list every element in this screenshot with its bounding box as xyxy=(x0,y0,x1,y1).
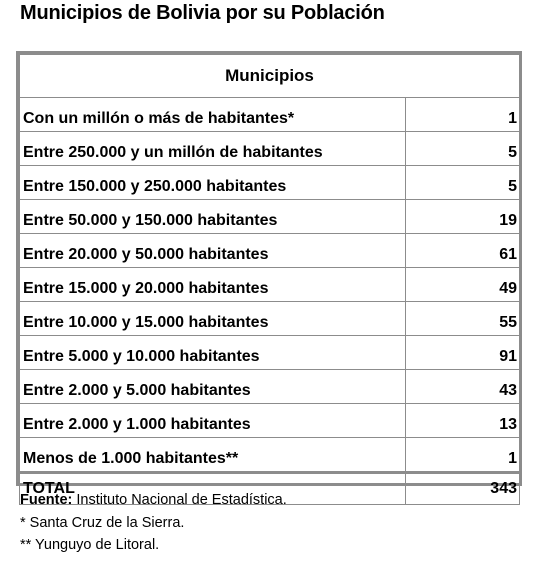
row-label: Entre 10.000 y 15.000 habitantes xyxy=(19,301,406,336)
row-count: 19 xyxy=(405,199,520,234)
row-count: 1 xyxy=(405,97,520,132)
row-label: Entre 20.000 y 50.000 habitantes xyxy=(19,233,406,268)
row-label: Entre 15.000 y 20.000 habitantes xyxy=(19,267,406,302)
row-label: Entre 2.000 y 5.000 habitantes xyxy=(19,369,406,404)
table-row: Con un millón o más de habitantes* 1 xyxy=(19,97,520,132)
table-row: Entre 5.000 y 10.000 habitantes 91 xyxy=(19,335,520,370)
source-label: Fuente: xyxy=(20,492,73,508)
row-label: Entre 250.000 y un millón de habitantes xyxy=(19,131,406,166)
row-count: 1 xyxy=(405,437,520,473)
table-row: Entre 150.000 y 250.000 habitantes 5 xyxy=(19,165,520,200)
source-text: Instituto Nacional de Estadística. xyxy=(76,492,287,508)
table-row: Menos de 1.000 habitantes** 1 xyxy=(19,437,520,473)
table-row: Entre 15.000 y 20.000 habitantes 49 xyxy=(19,267,520,302)
row-label: Entre 50.000 y 150.000 habitantes xyxy=(19,199,406,234)
table-row: Entre 10.000 y 15.000 habitantes 55 xyxy=(19,301,520,336)
municipalities-table-frame: Municipios Con un millón o más de habita… xyxy=(16,51,522,505)
table-header: Municipios xyxy=(19,54,520,98)
table-row: Entre 50.000 y 150.000 habitantes 19 xyxy=(19,199,520,234)
footnote-1: * Santa Cruz de la Sierra. xyxy=(20,514,185,531)
row-label: Menos de 1.000 habitantes** xyxy=(19,437,406,473)
row-label: Entre 2.000 y 1.000 habitantes xyxy=(19,403,406,438)
total-label: TOTAL xyxy=(19,471,406,505)
row-count: 5 xyxy=(405,131,520,166)
table-row: Entre 20.000 y 50.000 habitantes 61 xyxy=(19,233,520,268)
row-label: Con un millón o más de habitantes* xyxy=(19,97,406,132)
footnotes: Fuente: Instituto Nacional de Estadístic… xyxy=(20,489,287,557)
row-count: 91 xyxy=(405,335,520,370)
row-count: 43 xyxy=(405,369,520,404)
source-note: Fuente: Instituto Nacional de Estadístic… xyxy=(20,489,287,512)
footnote-2: ** Yunguyo de Litoral. xyxy=(20,537,160,553)
table-row: Entre 250.000 y un millón de habitantes 5 xyxy=(19,131,520,166)
page-title: Municipios de Bolivia por su Población xyxy=(20,2,385,24)
row-count: 61 xyxy=(405,233,520,268)
row-count: 49 xyxy=(405,267,520,302)
row-count: 55 xyxy=(405,301,520,336)
municipalities-table: Municipios Con un millón o más de habita… xyxy=(19,54,520,505)
table-header-row: Municipios xyxy=(19,54,520,98)
row-count: 13 xyxy=(405,403,520,438)
row-label: Entre 150.000 y 250.000 habitantes xyxy=(19,165,406,200)
total-row: TOTAL 343 xyxy=(19,471,520,505)
table-row: Entre 2.000 y 5.000 habitantes 43 xyxy=(19,369,520,404)
row-label: Entre 5.000 y 10.000 habitantes xyxy=(19,335,406,370)
row-count: 5 xyxy=(405,165,520,200)
table-row: Entre 2.000 y 1.000 habitantes 13 xyxy=(19,403,520,438)
total-value: 343 xyxy=(405,471,520,505)
